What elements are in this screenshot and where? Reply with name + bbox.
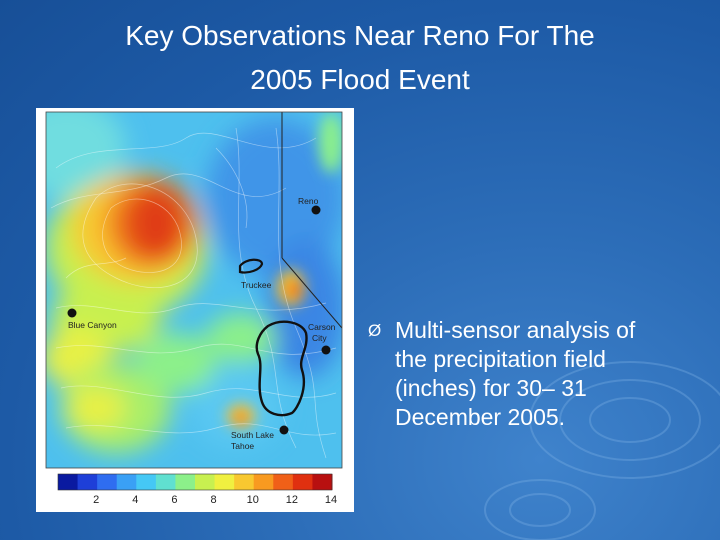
colorbar-tick-label: 6 bbox=[171, 494, 177, 506]
colorbar-segment bbox=[253, 474, 274, 490]
colorbar-tick-label: 8 bbox=[211, 494, 217, 506]
bullet-point: Ø Multi-sensor analysis of the precipita… bbox=[368, 316, 668, 432]
precipitation-field bbox=[46, 112, 342, 468]
station-south-lake-label: South Lake bbox=[231, 430, 274, 440]
colorbar bbox=[57, 473, 333, 491]
station-carson-label: Carson bbox=[308, 322, 336, 332]
slide-title: Key Observations Near Reno For The 2005 … bbox=[0, 14, 720, 102]
station-carson-city-marker bbox=[321, 345, 331, 355]
colorbar-segment bbox=[312, 474, 333, 490]
colorbar-segment bbox=[155, 474, 176, 490]
colorbar-segment bbox=[234, 474, 255, 490]
title-line-1: Key Observations Near Reno For The bbox=[125, 20, 595, 51]
colorbar-segment bbox=[175, 474, 196, 490]
precipitation-map-figure: Reno Truckee Blue Canyon Carson City Sou… bbox=[36, 108, 354, 512]
colorbar-segment bbox=[214, 474, 235, 490]
bullet-text: Multi-sensor analysis of the precipitati… bbox=[395, 317, 636, 430]
water-ripple-decoration bbox=[484, 361, 720, 540]
colorbar-segment bbox=[273, 474, 294, 490]
colorbar-tick-label: 12 bbox=[286, 494, 298, 506]
title-line-2: 2005 Flood Event bbox=[250, 64, 470, 95]
colorbar-tick-label: 4 bbox=[132, 494, 138, 506]
colorbar-segment bbox=[77, 474, 98, 490]
station-blue-canyon-marker bbox=[67, 308, 77, 318]
colorbar-tick-label: 10 bbox=[247, 494, 259, 506]
colorbar-tick-label: 14 bbox=[325, 494, 337, 506]
station-truckee-label: Truckee bbox=[241, 280, 272, 290]
colorbar-segment bbox=[58, 474, 79, 490]
station-reno-label: Reno bbox=[298, 196, 319, 206]
colorbar-border bbox=[57, 473, 333, 491]
station-blue-canyon-label: Blue Canyon bbox=[68, 320, 117, 330]
colorbar-ticks: 2 4 6 8 10 12 14 bbox=[93, 494, 337, 506]
station-reno-marker bbox=[311, 205, 321, 215]
colorbar-segment bbox=[97, 474, 118, 490]
colorbar-segment bbox=[136, 474, 157, 490]
station-south-lake-tahoe-marker bbox=[279, 425, 289, 435]
donner-lake-outline bbox=[238, 258, 264, 274]
lake-tahoe-outline bbox=[255, 320, 308, 417]
colorbar-tick-label: 2 bbox=[93, 494, 99, 506]
precipitation-map-svg: Reno Truckee Blue Canyon Carson City Sou… bbox=[45, 111, 343, 506]
station-city-label: City bbox=[312, 333, 327, 343]
station-markers: Reno Truckee Blue Canyon Carson City Sou… bbox=[67, 196, 336, 451]
colorbar-segment bbox=[195, 474, 216, 490]
colorbar-segment bbox=[116, 474, 137, 490]
station-tahoe-label: Tahoe bbox=[231, 441, 254, 451]
bullet-arrow-icon: Ø bbox=[368, 321, 382, 340]
colorbar-segment bbox=[292, 474, 313, 490]
